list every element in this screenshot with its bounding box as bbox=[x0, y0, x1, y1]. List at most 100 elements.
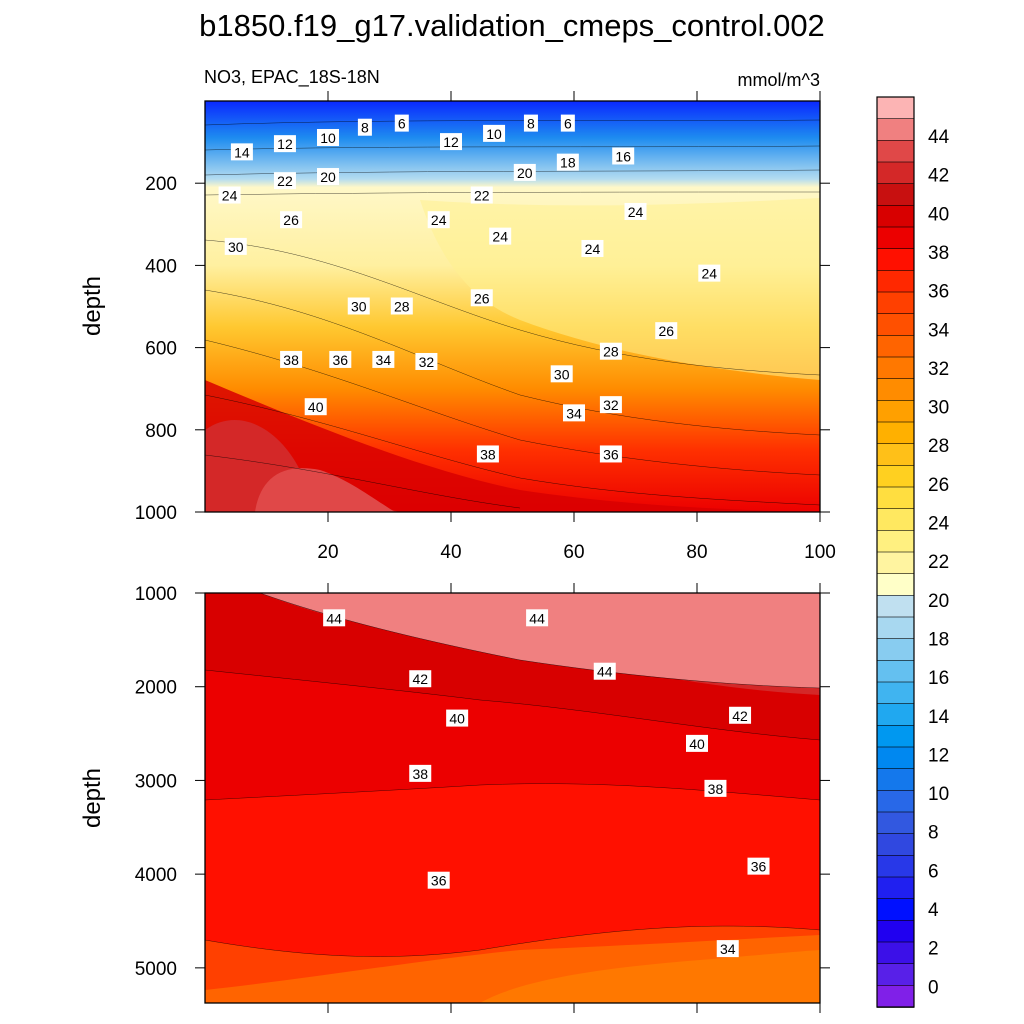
svg-text:38: 38 bbox=[480, 446, 496, 462]
y-tick-label: 600 bbox=[145, 339, 177, 360]
svg-text:24: 24 bbox=[431, 212, 447, 228]
colorbar-swatch bbox=[876, 161, 915, 185]
contour-label: 20 bbox=[513, 163, 536, 181]
upper-contour-labels: 14 12 10 8 6 12 10 8 6 16 18 20 20 22 22 24 26 24 24 24 24 24… bbox=[218, 114, 721, 463]
colorbar-swatch bbox=[876, 421, 915, 445]
colorbar-swatch bbox=[876, 96, 915, 120]
contour-label: 14 bbox=[230, 143, 253, 161]
contour-label: 12 bbox=[440, 133, 462, 151]
contour-label: 12 bbox=[273, 135, 296, 153]
colorbar-swatch bbox=[876, 183, 915, 207]
colorbar-label: 14 bbox=[928, 707, 950, 728]
upper-max-inner bbox=[255, 468, 395, 512]
colorbar-swatch bbox=[876, 573, 915, 597]
colorbar-label: 20 bbox=[928, 591, 949, 612]
svg-text:34: 34 bbox=[566, 405, 582, 421]
colorbar-swatch bbox=[876, 551, 915, 575]
colorbar-swatch bbox=[876, 508, 915, 532]
colorbar-label: 32 bbox=[928, 359, 949, 380]
colorbar-swatch bbox=[876, 140, 915, 163]
svg-text:10: 10 bbox=[486, 126, 502, 142]
contour-label: 34 bbox=[372, 350, 395, 368]
contour-label: 26 bbox=[655, 322, 678, 340]
lower-y-axis-label: depth bbox=[79, 768, 106, 828]
upper-contour-lines bbox=[204, 119, 821, 509]
contour-label: 40 bbox=[446, 709, 469, 727]
contour-label: 34 bbox=[563, 404, 585, 422]
y-tick-label: 1000 bbox=[135, 503, 177, 524]
svg-text:30: 30 bbox=[228, 239, 244, 255]
colorbar-label: 6 bbox=[928, 861, 939, 882]
svg-text:16: 16 bbox=[615, 148, 631, 164]
colorbar-swatch bbox=[876, 378, 915, 402]
colorbar-swatch bbox=[876, 291, 915, 315]
upper-plot-area bbox=[204, 100, 821, 513]
svg-text:28: 28 bbox=[603, 344, 619, 360]
svg-text:40: 40 bbox=[308, 399, 324, 415]
contour-label: 22 bbox=[273, 172, 296, 190]
colorbar-label: 36 bbox=[928, 282, 949, 303]
colorbar-swatch bbox=[876, 790, 915, 813]
colorbar-swatch bbox=[876, 985, 915, 1008]
svg-text:36: 36 bbox=[333, 352, 349, 368]
upper-subtitle-left: NO3, EPAC_18S-18N bbox=[204, 67, 380, 88]
svg-text:24: 24 bbox=[628, 204, 644, 220]
colorbar-label: 38 bbox=[928, 243, 949, 264]
contour-label: 24 bbox=[624, 202, 647, 220]
contour-label: 30 bbox=[224, 237, 247, 255]
colorbar-swatch bbox=[876, 703, 915, 727]
contour-label: 28 bbox=[390, 297, 413, 315]
svg-text:20: 20 bbox=[320, 169, 336, 185]
contour-label: 8 bbox=[357, 118, 372, 136]
colorbar-swatch bbox=[876, 920, 915, 943]
svg-text:6: 6 bbox=[398, 116, 406, 132]
colorbar-swatch bbox=[876, 660, 915, 683]
colorbar-swatch bbox=[876, 400, 915, 423]
colorbar-swatch bbox=[876, 205, 915, 228]
svg-text:12: 12 bbox=[443, 134, 459, 150]
svg-text:26: 26 bbox=[283, 212, 299, 228]
contour-label: 44 bbox=[323, 609, 346, 627]
colorbar: 4442403836343230282624222018161412108642… bbox=[876, 96, 950, 1008]
svg-text:34: 34 bbox=[720, 941, 736, 957]
colorbar-swatch bbox=[876, 963, 915, 987]
colorbar-label: 0 bbox=[928, 977, 939, 998]
figure-title: b1850.f19_g17.validation_cmeps_control.0… bbox=[199, 8, 825, 43]
colorbar-swatch bbox=[876, 768, 915, 792]
colorbar-label: 24 bbox=[928, 514, 950, 535]
contour-label: 36 bbox=[427, 871, 450, 889]
svg-text:30: 30 bbox=[351, 299, 367, 315]
upper-y-ticks: 200 400 600 800 1000 bbox=[135, 174, 830, 524]
svg-text:34: 34 bbox=[376, 352, 392, 368]
svg-text:44: 44 bbox=[529, 610, 545, 626]
contour-label: 42 bbox=[729, 706, 752, 724]
contour-label: 18 bbox=[556, 153, 579, 171]
contour-label: 34 bbox=[716, 940, 739, 958]
contour-label: 42 bbox=[409, 670, 432, 688]
colorbar-swatch bbox=[876, 226, 915, 250]
contour-label: 32 bbox=[415, 352, 438, 370]
y-tick-label: 400 bbox=[145, 256, 177, 277]
y-tick-label: 3000 bbox=[135, 771, 177, 792]
x-tick-label: 20 bbox=[317, 542, 338, 563]
svg-text:8: 8 bbox=[527, 116, 535, 132]
colorbar-label: 28 bbox=[928, 436, 949, 457]
contour-label: 38 bbox=[280, 350, 303, 368]
x-tick-label: 40 bbox=[440, 542, 461, 563]
colorbar-swatch bbox=[876, 746, 915, 770]
contour-label: 24 bbox=[581, 239, 604, 257]
svg-text:24: 24 bbox=[222, 188, 238, 204]
colorbar-swatch bbox=[876, 855, 915, 878]
y-tick-label: 4000 bbox=[135, 865, 177, 886]
svg-text:30: 30 bbox=[554, 366, 570, 382]
contour-label: 8 bbox=[523, 114, 538, 132]
svg-text:18: 18 bbox=[560, 155, 576, 171]
svg-text:38: 38 bbox=[412, 766, 428, 782]
svg-text:40: 40 bbox=[449, 711, 465, 727]
upper-max-core bbox=[205, 419, 400, 512]
lower-contour-labels: 44 44 44 42 42 40 40 38 38 36 36 34 bbox=[323, 609, 770, 958]
svg-text:26: 26 bbox=[658, 323, 674, 339]
svg-text:26: 26 bbox=[474, 290, 490, 306]
